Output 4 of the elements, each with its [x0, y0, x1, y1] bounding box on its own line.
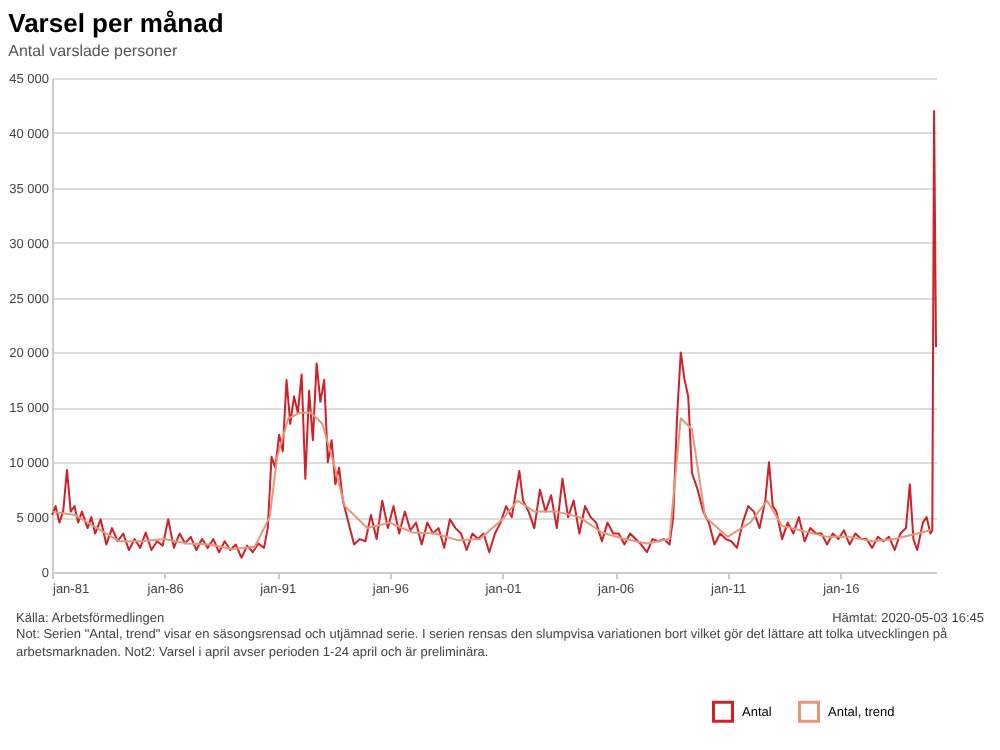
line-series: [51, 411, 932, 550]
line-series: [51, 109, 937, 559]
chart-subtitle: Antal varslade personer: [8, 42, 178, 60]
chart-title: Varsel per månad: [8, 8, 224, 38]
